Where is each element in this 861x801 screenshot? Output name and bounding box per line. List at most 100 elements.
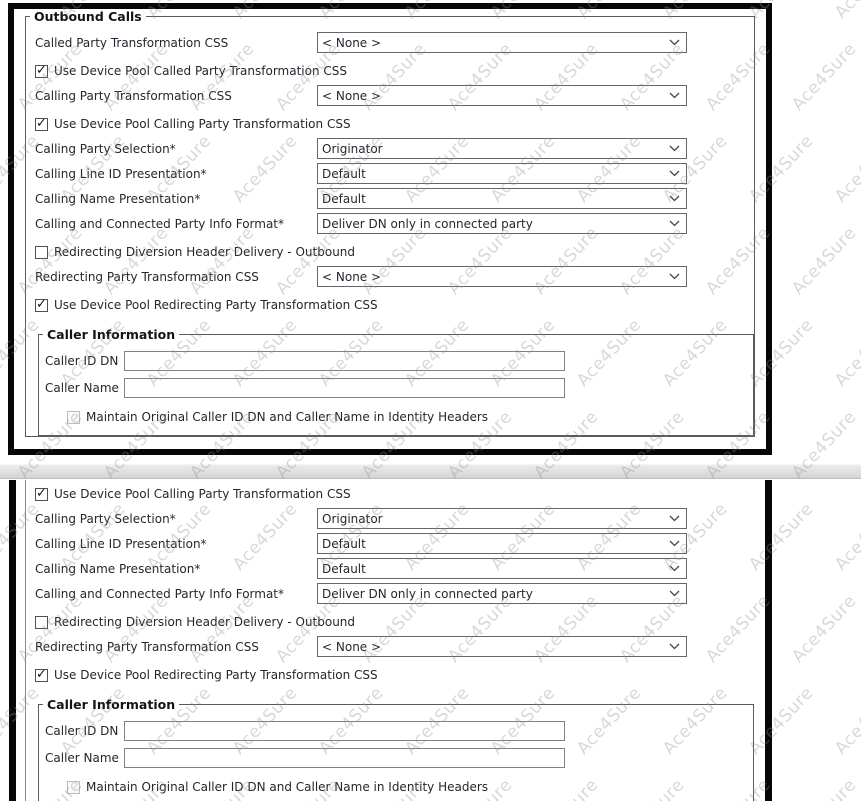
calling-line-id-presentation-select[interactable]: Default bbox=[317, 163, 687, 184]
selected-value: Originator bbox=[322, 141, 383, 156]
calling-and-connected-party-info-format-select[interactable]: Deliver DN only in connected party bbox=[317, 583, 687, 604]
selected-value: Default bbox=[322, 166, 366, 181]
form-row: Redirecting Diversion Header Delivery - … bbox=[35, 244, 754, 260]
use-device-pool-redirecting-party-transformation-css-checkbox[interactable] bbox=[35, 667, 48, 683]
redirecting-party-transformation-css-select[interactable]: < None > bbox=[317, 266, 687, 287]
form-row: Calling Party Selection* Originator bbox=[35, 138, 754, 159]
caller-name-label: Caller Name bbox=[45, 380, 119, 395]
maintain-original-caller-id-dn-and-caller-name-in-identity-headers-checkbox bbox=[67, 410, 80, 424]
caller-name-label: Caller Name bbox=[45, 750, 119, 765]
caller-id-dn-input[interactable] bbox=[124, 720, 565, 741]
caller-id-dn-label: Caller ID DN bbox=[45, 723, 119, 738]
selected-value: Default bbox=[322, 561, 366, 576]
watermark-text: Ace4Sure bbox=[831, 315, 861, 391]
form-row: Calling Line ID Presentation* Default bbox=[35, 533, 765, 554]
dropdown-chevron-icon bbox=[669, 145, 680, 152]
use-device-pool-calling-party-transformation-css-checkbox[interactable] bbox=[35, 486, 48, 502]
calling-name-presentation-select[interactable]: Default bbox=[317, 188, 687, 209]
calling-and-connected-party-info-format-select[interactable]: Deliver DN only in connected party bbox=[317, 213, 687, 234]
dropdown-chevron-icon bbox=[669, 540, 680, 547]
selected-value: < None > bbox=[322, 639, 382, 654]
watermark-text: Ace4Sure bbox=[788, 775, 860, 801]
form-row: Maintain Original Caller ID DN and Calle… bbox=[67, 409, 753, 425]
use-device-pool-called-party-transformation-css-label: Use Device Pool Called Party Transformat… bbox=[54, 64, 348, 78]
watermark-text: Ace4Sure bbox=[788, 223, 861, 299]
calling-line-id-presentation-select[interactable]: Default bbox=[317, 533, 687, 554]
form-row: Calling Line ID Presentation* Default bbox=[35, 163, 754, 184]
form-row: Calling and Connected Party Info Format*… bbox=[35, 213, 754, 234]
watermark-text: Ace4Sure bbox=[788, 591, 861, 667]
caller-information-legend: Caller Information bbox=[47, 697, 176, 712]
calling-party-transformation-css-label: Calling Party Transformation CSS bbox=[35, 88, 232, 103]
form-row: Calling and Connected Party Info Format*… bbox=[35, 583, 765, 604]
caller-name-input[interactable] bbox=[124, 377, 565, 398]
form-row: Use Device Pool Calling Party Transforma… bbox=[35, 116, 754, 132]
redirecting-diversion-header-delivery-outbound-label: Redirecting Diversion Header Delivery - … bbox=[54, 615, 356, 629]
dropdown-chevron-icon bbox=[669, 195, 680, 202]
form-row: Caller ID DN bbox=[45, 350, 753, 371]
fieldset-left-border-line bbox=[25, 480, 26, 801]
called-party-transformation-css-select[interactable]: < None > bbox=[317, 32, 687, 53]
redirecting-diversion-header-delivery-outbound-checkbox[interactable] bbox=[35, 615, 48, 629]
use-device-pool-redirecting-party-transformation-css-label: Use Device Pool Redirecting Party Transf… bbox=[54, 668, 378, 682]
outbound-calls-panel-top: Outbound Calls Called Party Transformati… bbox=[8, 3, 772, 455]
selected-value: < None > bbox=[322, 88, 382, 103]
dropdown-chevron-icon bbox=[669, 170, 680, 177]
calling-name-presentation-select[interactable]: Default bbox=[317, 558, 687, 579]
use-device-pool-calling-party-transformation-css-label: Use Device Pool Calling Party Transforma… bbox=[54, 117, 351, 131]
calling-party-transformation-css-select[interactable]: < None > bbox=[317, 85, 687, 106]
form-row: Use Device Pool Calling Party Transforma… bbox=[35, 486, 765, 502]
outbound-calls-fieldset: Outbound Calls Called Party Transformati… bbox=[25, 9, 755, 437]
use-device-pool-called-party-transformation-css-checkbox[interactable] bbox=[35, 63, 48, 79]
calling-name-presentation-label: Calling Name Presentation* bbox=[35, 191, 201, 206]
watermark-text: Ace4Sure bbox=[788, 39, 861, 115]
calling-party-selection-label: Calling Party Selection* bbox=[35, 141, 176, 156]
form-row: Calling Name Presentation* Default bbox=[35, 188, 754, 209]
caller-name-input[interactable] bbox=[124, 747, 565, 768]
caller-information-legend: Caller Information bbox=[47, 327, 176, 342]
selected-value: Default bbox=[322, 536, 366, 551]
calling-party-selection-select[interactable]: Originator bbox=[317, 138, 687, 159]
selected-value: Deliver DN only in connected party bbox=[322, 586, 533, 601]
selected-value: Default bbox=[322, 191, 366, 206]
calling-name-presentation-label: Calling Name Presentation* bbox=[35, 561, 201, 576]
dropdown-chevron-icon bbox=[669, 515, 680, 522]
dropdown-chevron-icon bbox=[669, 565, 680, 572]
calling-party-selection-select[interactable]: Originator bbox=[317, 508, 687, 529]
selected-value: Deliver DN only in connected party bbox=[322, 216, 533, 231]
form-row: Caller ID DN bbox=[45, 720, 753, 741]
watermark-text: Ace4Sure bbox=[831, 0, 861, 23]
outbound-rows-top: Called Party Transformation CSS < None > U… bbox=[26, 32, 754, 436]
form-row: Calling Party Transformation CSS < None > bbox=[35, 85, 754, 106]
use-device-pool-redirecting-party-transformation-css-checkbox[interactable] bbox=[35, 297, 48, 313]
redirecting-party-transformation-css-select[interactable]: < None > bbox=[317, 636, 687, 657]
form-row: Redirecting Party Transformation CSS < No… bbox=[35, 266, 754, 287]
caller-id-dn-input[interactable] bbox=[124, 350, 565, 371]
watermark-text: Ace4Sure bbox=[831, 499, 861, 575]
form-row: Caller Name bbox=[45, 377, 753, 398]
selected-value: < None > bbox=[322, 269, 382, 284]
maintain-original-caller-id-dn-and-caller-name-in-identity-headers-label: Maintain Original Caller ID DN and Calle… bbox=[86, 780, 489, 794]
form-row: Redirecting Party Transformation CSS < No… bbox=[35, 636, 765, 657]
form-row: Use Device Pool Redirecting Party Transf… bbox=[35, 667, 765, 683]
watermark-text: Ace4Sure bbox=[831, 131, 861, 207]
maintain-original-caller-id-dn-and-caller-name-in-identity-headers-checkbox bbox=[67, 780, 80, 794]
maintain-original-caller-id-dn-and-caller-name-in-identity-headers-label: Maintain Original Caller ID DN and Calle… bbox=[86, 410, 489, 424]
redirecting-party-transformation-css-label: Redirecting Party Transformation CSS bbox=[35, 269, 259, 284]
outbound-rows-bottom: Use Device Pool Calling Party Transforma… bbox=[26, 480, 765, 801]
calling-and-connected-party-info-format-label: Calling and Connected Party Info Format* bbox=[35, 586, 285, 601]
dropdown-chevron-icon bbox=[669, 92, 680, 99]
dropdown-chevron-icon bbox=[669, 273, 680, 280]
redirecting-diversion-header-delivery-outbound-checkbox[interactable] bbox=[35, 245, 48, 259]
form-row: Calling Party Selection* Originator bbox=[35, 508, 765, 529]
dropdown-chevron-icon bbox=[669, 220, 680, 227]
form-row: Use Device Pool Called Party Transformat… bbox=[35, 63, 754, 79]
calling-line-id-presentation-label: Calling Line ID Presentation* bbox=[35, 536, 207, 551]
form-row: Called Party Transformation CSS < None > bbox=[35, 32, 754, 53]
outbound-calls-legend: Outbound Calls bbox=[34, 9, 142, 24]
use-device-pool-calling-party-transformation-css-checkbox[interactable] bbox=[35, 116, 48, 132]
section-divider bbox=[0, 464, 861, 479]
form-row: Redirecting Diversion Header Delivery - … bbox=[35, 614, 765, 630]
redirecting-party-transformation-css-label: Redirecting Party Transformation CSS bbox=[35, 639, 259, 654]
caller-information-fieldset: Caller Information Caller ID DN Caller Nam… bbox=[38, 697, 754, 801]
